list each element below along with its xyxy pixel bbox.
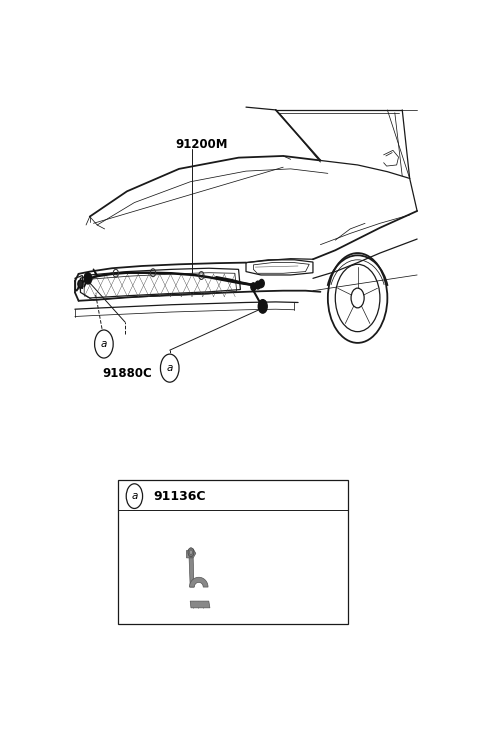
Circle shape (255, 281, 261, 289)
Text: 91200M: 91200M (175, 139, 228, 151)
Text: a: a (131, 491, 138, 501)
Circle shape (190, 550, 192, 555)
Circle shape (258, 300, 267, 313)
Circle shape (259, 279, 264, 287)
Text: 91880C: 91880C (103, 367, 153, 381)
Circle shape (188, 547, 194, 557)
Circle shape (78, 280, 83, 288)
Circle shape (126, 484, 143, 509)
Text: 91136C: 91136C (153, 490, 205, 502)
Circle shape (251, 283, 256, 291)
Circle shape (95, 330, 113, 358)
Circle shape (160, 354, 179, 382)
Bar (118, 480, 348, 623)
Polygon shape (190, 577, 208, 587)
Text: a: a (167, 363, 173, 373)
Text: a: a (101, 339, 107, 349)
Polygon shape (186, 549, 196, 558)
Polygon shape (190, 601, 210, 608)
Circle shape (84, 273, 92, 284)
Polygon shape (189, 558, 194, 587)
